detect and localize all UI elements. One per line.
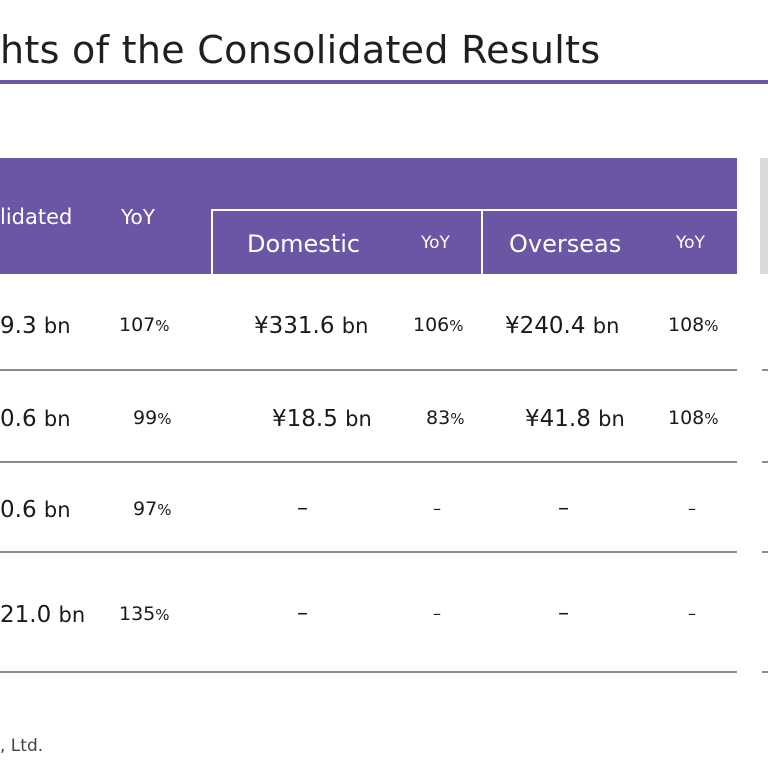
row1-yoy: 107%	[119, 314, 170, 336]
row-divider-stub-1	[762, 369, 768, 371]
header-overseas-yoy: YoY	[676, 233, 705, 253]
header-domestic-yoy: YoY	[421, 233, 450, 253]
header-overseas: Overseas	[509, 230, 622, 258]
header-consolidated: lidated	[0, 205, 73, 229]
row1-consolidated: 9.3 bn	[0, 313, 71, 339]
row2-domestic-yoy: 83%	[426, 407, 465, 429]
row1-domestic: ¥331.6 bn	[254, 313, 369, 339]
title-underline	[0, 80, 768, 84]
row-divider-stub-2	[762, 461, 768, 463]
row4-domestic: –	[297, 601, 308, 626]
row3-overseas-yoy: –	[688, 499, 696, 518]
row3-domestic: –	[297, 496, 308, 521]
row4-yoy: 135%	[119, 603, 170, 625]
header-divider-middle	[481, 210, 483, 274]
row-divider-1	[0, 369, 737, 371]
row1-overseas: ¥240.4 bn	[505, 313, 620, 339]
row2-domestic: ¥18.5 bn	[272, 406, 372, 432]
row-divider-stub-4	[762, 671, 768, 673]
row-divider-stub-3	[762, 551, 768, 553]
row4-consolidated: 21.0 bn	[0, 602, 86, 628]
row2-overseas-yoy: 108%	[668, 407, 719, 429]
row2-overseas: ¥41.8 bn	[525, 406, 625, 432]
side-panel-edge	[760, 158, 768, 274]
table-header	[0, 158, 737, 274]
row3-yoy: 97%	[133, 498, 172, 520]
header-yoy: YoY	[121, 205, 156, 229]
header-subdivider	[211, 209, 737, 211]
footer-note: , Ltd.	[0, 736, 44, 756]
row4-domestic-yoy: –	[433, 604, 441, 623]
row1-overseas-yoy: 108%	[668, 314, 719, 336]
header-divider-left	[211, 210, 213, 274]
row1-domestic-yoy: 106%	[413, 314, 464, 336]
row-divider-4	[0, 671, 737, 673]
row-divider-3	[0, 551, 737, 553]
row2-consolidated: 0.6 bn	[0, 406, 71, 432]
row-divider-2	[0, 461, 737, 463]
header-domestic: Domestic	[247, 230, 361, 258]
row4-overseas-yoy: –	[688, 604, 696, 623]
row2-yoy: 99%	[133, 407, 172, 429]
row3-domestic-yoy: –	[433, 499, 441, 518]
row3-consolidated: 0.6 bn	[0, 497, 71, 523]
row4-overseas: –	[558, 601, 569, 626]
row3-overseas: –	[558, 496, 569, 521]
page-title: hts of the Consolidated Results	[0, 28, 601, 72]
